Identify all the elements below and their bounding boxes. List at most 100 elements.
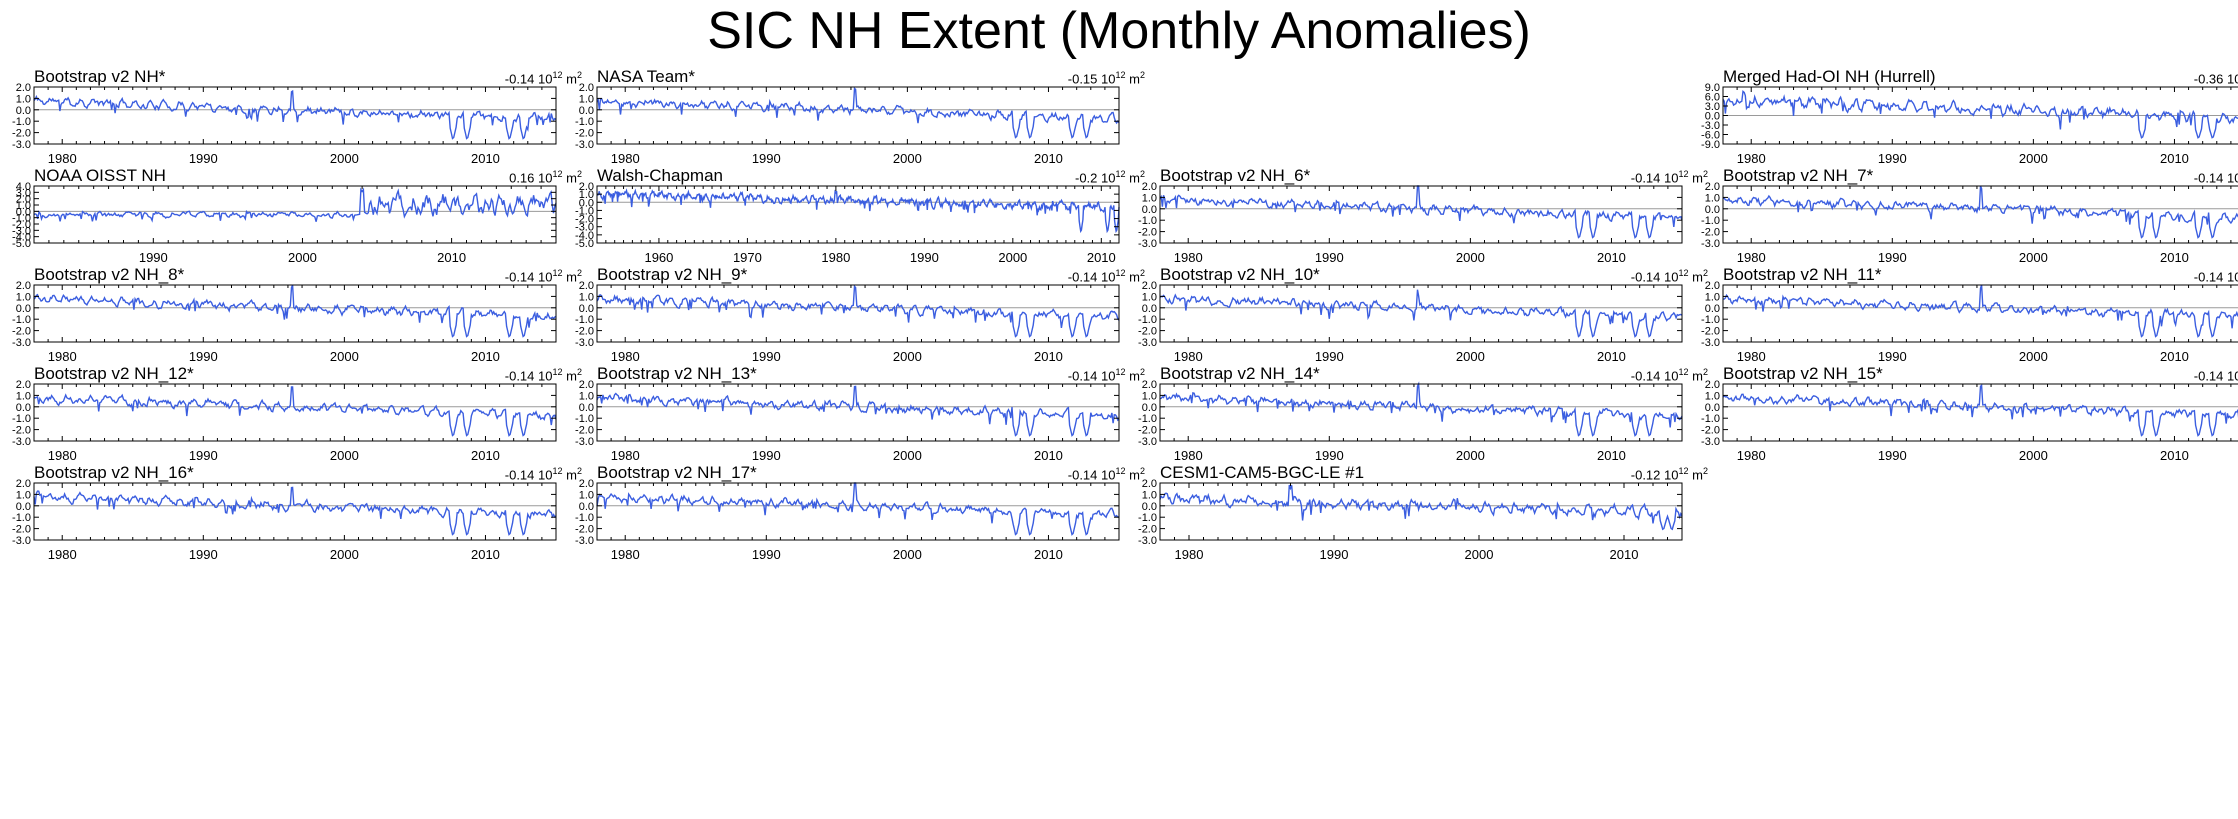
trend-trend_m_exp: 2 (1139, 70, 1145, 80)
y-tick-label: -2.0 (12, 326, 31, 338)
y-tick-label: -1.0 (1138, 314, 1157, 326)
plot-frame (1722, 185, 2238, 244)
y-tick-label: 0.0 (1142, 501, 1157, 513)
y-tick-label: 3.0 (16, 187, 31, 199)
y-tick-label: -6.0 (1701, 130, 1720, 142)
trend-trend_value: 0.16 (509, 170, 535, 186)
y-tick-label: -4.0 (12, 232, 31, 244)
x-tick-label: 1990 (1315, 250, 1344, 265)
trend-trend_exp: 12 (1678, 268, 1689, 278)
y-tick-label: 3.0 (1705, 101, 1720, 113)
panel-plot: 2.01.00.0-1.0-2.0-3.0 1980 1990 2000 2010 (12, 82, 557, 166)
panel-plot: 2.01.00.0-1.0-2.0-3.0 1980 1990 2000 2010 (575, 82, 1120, 166)
y-tick-label: -5.0 (12, 238, 31, 250)
x-tick-label: 2010 (1597, 349, 1626, 364)
trend-trend_m: m (1129, 170, 1140, 186)
y-tick-label: -3.0 (575, 436, 594, 448)
y-tick-label: -2.0 (575, 425, 594, 437)
panel-plot: 9.06.03.00.0-3.0-6.0-9.0 1980 1990 2000 2010 (1701, 82, 2238, 166)
y-tick-label: 1.0 (16, 390, 31, 402)
x-tick-label: 1990 (189, 448, 218, 463)
series-line (33, 89, 557, 140)
y-tick-label: 1.0 (579, 390, 594, 402)
x-tick-label: 2010 (471, 349, 500, 364)
x-tick-label: 2000 (998, 250, 1027, 265)
x-tick-label: 1990 (1878, 151, 1907, 166)
y-tick-label: 2.0 (16, 82, 31, 94)
x-tick-label: 2000 (893, 349, 922, 364)
x-tick-label: 2000 (288, 250, 317, 265)
x-tick-label: 1990 (1878, 250, 1907, 265)
trend-trend_unit: 10 (2227, 170, 2238, 186)
y-tick-label: 6.0 (1705, 92, 1720, 104)
chart-panel: Bootstrap v2 NH_10* -0.14 1012 m2 2.0 1.0 0.… (1138, 265, 1708, 405)
panel-title: Bootstrap v2 NH_10* (1160, 265, 1320, 284)
x-tick-label: 1980 (48, 349, 77, 364)
y-tick-label: -5.0 (575, 238, 594, 250)
x-tick-label: 2000 (893, 151, 922, 166)
x-tick-label: 1990 (752, 151, 781, 166)
trend-trend_unit: 10 (2227, 269, 2238, 285)
panel-trend: -0.14 1012 m2 (505, 70, 582, 86)
y-tick-label: 1.0 (1705, 390, 1720, 402)
trend-trend_value: -0.14 (2193, 269, 2224, 285)
x-tick-label: 1990 (752, 547, 781, 562)
x-tick-label: 1990 (1878, 349, 1907, 364)
y-tick-label: 2.0 (579, 82, 594, 94)
y-tick-label: -3.0 (1701, 238, 1720, 250)
x-tick-label: 1980 (1175, 547, 1204, 562)
x-tick-label: 1980 (611, 448, 640, 463)
y-tick-label: -3.0 (575, 222, 594, 234)
panel-trend: -0.14 1012 m2 (2194, 268, 2238, 284)
x-tick-label: 1980 (48, 448, 77, 463)
trend-trend_exp: 12 (1115, 169, 1126, 179)
trend-trend_unit: 10 (1101, 170, 1116, 186)
y-tick-label: 0.0 (1705, 303, 1720, 315)
y-tick-label: 0.0 (16, 402, 31, 414)
y-tick-label: 0.0 (1142, 204, 1157, 216)
plot-frame (596, 86, 1120, 145)
plot-frame (1159, 185, 1683, 244)
chart-panel: Bootstrap v2 NH_9* -0.14 1012 m2 2.0 1.0 0.0… (575, 265, 1145, 405)
trend-trend_m_exp: 2 (576, 169, 582, 179)
x-tick-label: 1990 (752, 448, 781, 463)
trend-trend_m_exp: 2 (576, 367, 582, 377)
panel-trend: -0.12 1012 m2 (1631, 466, 1708, 482)
panel-plot: 2.01.00.0-1.0-2.0-3.0 1980 1990 2000 2010 (1701, 280, 2238, 364)
y-tick-label: -3.0 (12, 436, 31, 448)
y-tick-label: 0.0 (1705, 111, 1720, 123)
y-tick-label: 1.0 (16, 93, 31, 105)
x-tick-label: 2010 (471, 448, 500, 463)
y-tick-label: 0.0 (16, 501, 31, 513)
y-tick-label: -2.0 (1701, 425, 1720, 437)
x-tick-label: 2000 (2019, 151, 2048, 166)
panel-title: Bootstrap v2 NH_12* (34, 364, 194, 383)
y-tick-label: -1.0 (575, 413, 594, 425)
y-tick-label: -1.0 (575, 116, 594, 128)
x-tick-label: 1990 (189, 349, 218, 364)
y-tick-label: 0.0 (579, 303, 594, 315)
y-tick-label: -1.0 (1701, 314, 1720, 326)
panel-trend: -0.14 1012 m2 (1068, 367, 1145, 383)
panel-plot: 2.01.00.0-1.0-2.0-3.0 1980 1990 2000 2010 (12, 478, 557, 562)
y-tick-label: -3.0 (1701, 337, 1720, 349)
series-line (1159, 484, 1683, 531)
y-tick-label: -3.0 (12, 535, 31, 547)
trend-trend_value: -0.14 (504, 269, 535, 285)
trend-trend_unit: 10 (2227, 368, 2238, 384)
x-tick-label: 1980 (611, 349, 640, 364)
trend-trend_m: m (1129, 71, 1140, 87)
x-tick-label: 1990 (139, 250, 168, 265)
x-tick-label: 2000 (330, 547, 359, 562)
trend-trend_m_exp: 2 (576, 268, 582, 278)
y-tick-label: 0.0 (579, 402, 594, 414)
y-tick-label: 2.0 (1142, 181, 1157, 193)
panel-trend: -0.14 1012 m2 (505, 466, 582, 482)
panel-title: Bootstrap v2 NH_15* (1723, 364, 1883, 383)
trend-trend_exp: 12 (552, 466, 563, 476)
x-tick-label: 2000 (1465, 547, 1494, 562)
chart-panel: NASA Team* -0.15 1012 m2 2.0 1.0 0.0 -1.0 -2.0… (575, 67, 1145, 207)
x-tick-label: 2010 (471, 547, 500, 562)
x-tick-label: 2000 (330, 151, 359, 166)
panel-title: Bootstrap v2 NH_17* (597, 463, 757, 482)
